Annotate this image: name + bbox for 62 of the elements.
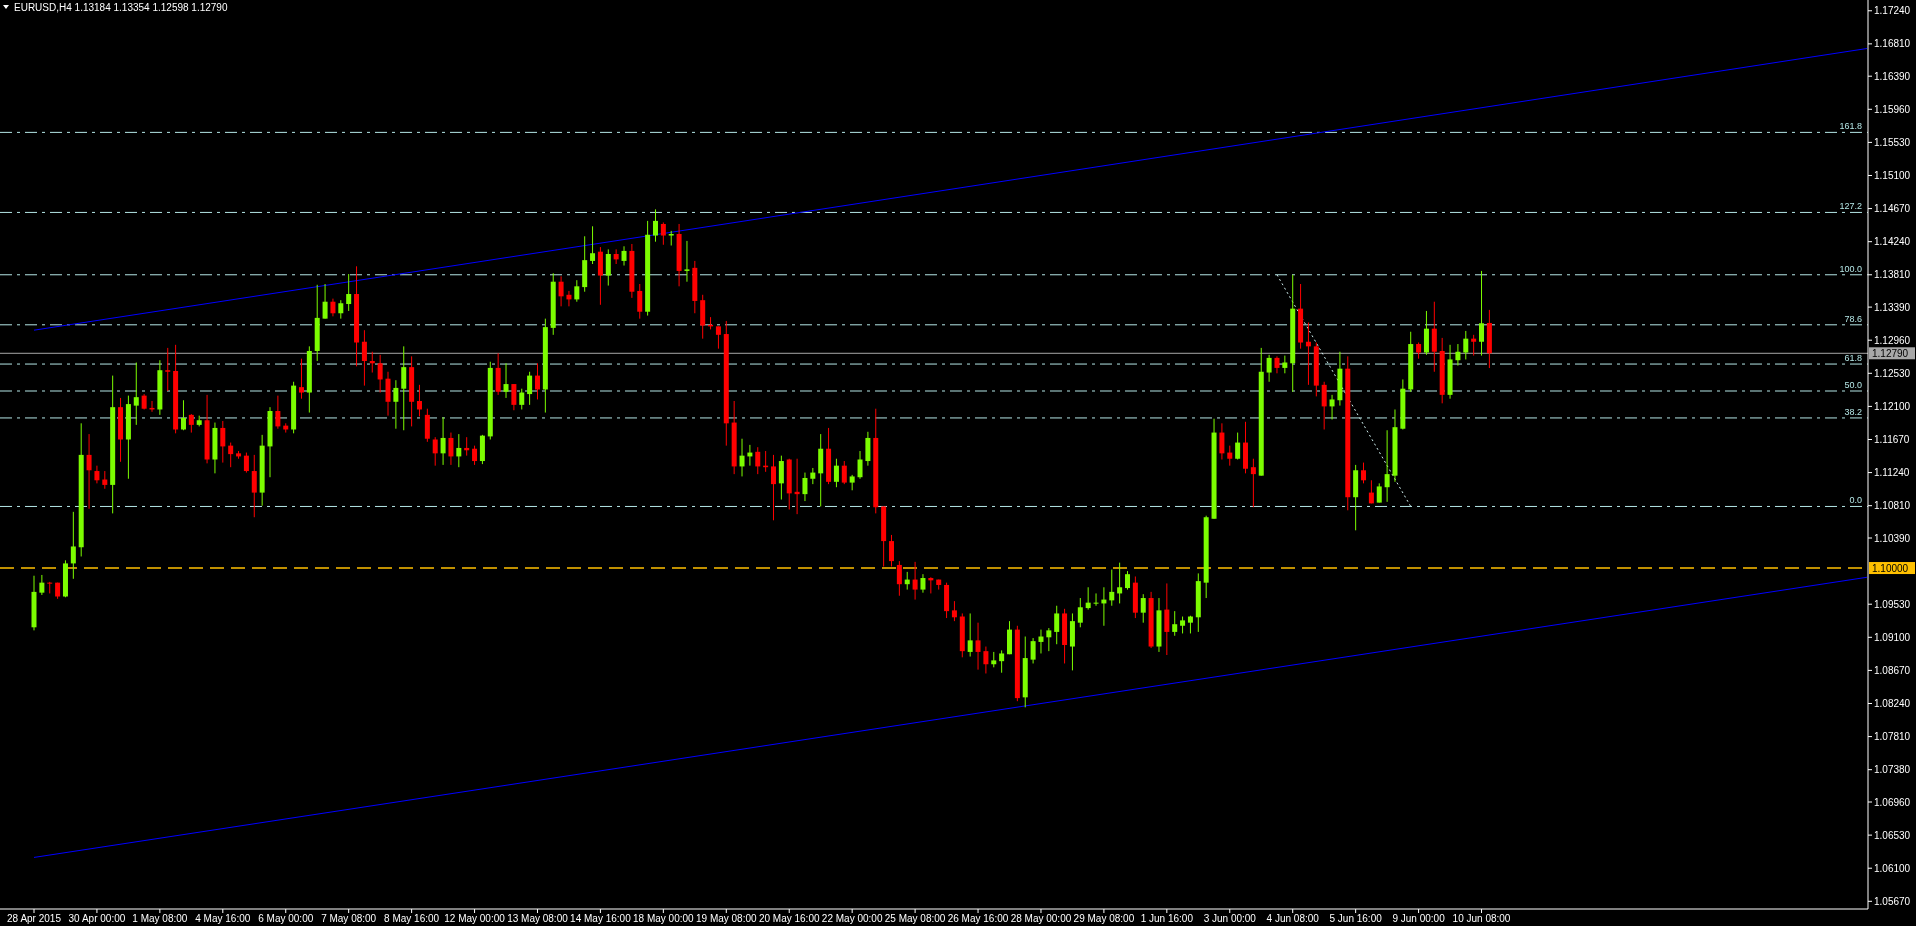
y-tick-label: 1.06960 [1874,796,1911,808]
x-tick-label: 5 Jun 16:00 [1329,913,1383,924]
y-tick-label: 1.13810 [1874,269,1911,281]
x-tick-label: 29 May 08:00 [1073,913,1135,924]
x-tick-label: 18 May 00:00 [633,913,695,924]
x-tick-label: 14 May 16:00 [570,913,632,924]
x-tick-label: 20 May 16:00 [758,913,820,924]
y-tick-label: 1.05670 [1874,895,1911,907]
y-tick-label: 1.08670 [1874,664,1911,676]
y-tick-label: 1.08240 [1874,697,1911,709]
x-tick-label: 25 May 08:00 [884,913,946,924]
x-tick-label: 26 May 16:00 [947,913,1009,924]
y-tick-label: 1.12960 [1874,334,1911,346]
x-tick-label: 10 Jun 08:00 [1452,913,1511,924]
annotation: 61.8 [1844,353,1862,364]
annotation: 78.6 [1844,313,1862,324]
y-tick-label: 1.07380 [1874,764,1911,776]
x-tick-label: 4 Jun 08:00 [1266,913,1320,924]
x-tick-label: 1 May 08:00 [132,913,188,924]
annotation: 127.2 [1839,201,1862,212]
y-tick-label: 1.15530 [1874,136,1911,148]
annotation: 0.0 [1849,495,1862,506]
x-tick-label: 1 Jun 16:00 [1140,913,1194,924]
y-tick-label: 1.15100 [1874,169,1911,181]
y-tick-label: 1.09530 [1874,598,1911,610]
x-tick-label: 22 May 00:00 [821,913,883,924]
x-tick-label: 19 May 08:00 [695,913,758,924]
y-tick-label: 1.15960 [1874,103,1911,115]
x-tick-label: 28 Apr 2015 [7,913,62,924]
x-tick-label: 13 May 08:00 [507,913,569,924]
y-tick-label: 1.06100 [1874,862,1911,874]
y-tick-label: 1.14240 [1874,236,1911,248]
ref-line-label: 1.12790 [1872,347,1909,359]
x-tick-label: 12 May 00:00 [444,913,506,924]
x-tick-label: 6 May 00:00 [258,913,314,924]
annotation: 161.8 [1839,121,1862,132]
y-tick-label: 1.10810 [1874,500,1911,512]
x-tick-label: 7 May 08:00 [321,913,377,924]
y-tick-label: 1.13390 [1874,301,1911,313]
x-tick-label: 3 Jun 00:00 [1203,913,1257,924]
annotation: 100.0 [1839,263,1862,274]
y-tick-label: 1.12100 [1874,400,1911,412]
y-tick-label: 1.09100 [1874,631,1911,643]
x-tick-label: 4 May 16:00 [195,913,251,924]
y-tick-label: 1.10390 [1874,532,1911,544]
x-tick-label: 30 Apr 00:00 [68,913,126,924]
y-tick-label: 1.16390 [1874,70,1911,82]
x-tick-label: 9 Jun 00:00 [1392,913,1446,924]
x-tick-label: 8 May 16:00 [384,913,440,924]
y-tick-label: 1.06530 [1874,829,1911,841]
y-tick-label: 1.17240 [1874,5,1911,17]
y-tick-label: 1.11240 [1874,467,1910,479]
y-tick-label: 1.07810 [1874,731,1911,743]
y-tick-label: 1.14670 [1874,203,1911,215]
chart-title: EURUSD,H4 1.13184 1.13354 1.12598 1.12790 [14,2,228,13]
y-tick-label: 1.11670 [1874,433,1910,445]
y-tick-label: 1.12530 [1874,367,1911,379]
x-tick-label: 28 May 00:00 [1010,913,1072,924]
ref-line-label: 1.10000 [1872,562,1909,574]
annotation: 38.2 [1844,406,1862,417]
y-tick-label: 1.16810 [1874,38,1911,50]
annotation: 50.0 [1844,380,1862,390]
